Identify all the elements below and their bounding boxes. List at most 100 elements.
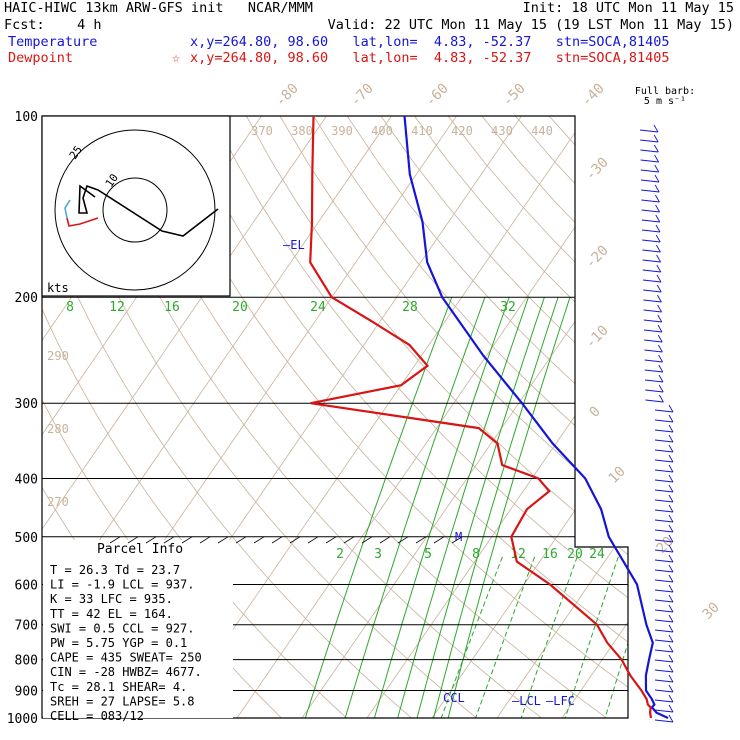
parcel-info-row: K = 33 LFC = 935. (50, 592, 173, 606)
wind-barb-flag (653, 134, 659, 143)
wind-barb-staff (640, 169, 659, 173)
wind-barb-flag (656, 244, 661, 253)
wind-barb-flag (668, 714, 674, 723)
hodograph-ring-10 (102, 177, 168, 243)
isotherm-label: 30 (700, 600, 723, 623)
dry-adiabat-line (616, 116, 628, 718)
header-title: HAIC-HIWC 13km ARW-GFS init NCAR/MMM (4, 0, 313, 16)
wind-barb-flag (655, 194, 660, 203)
wind-barb-flag (668, 524, 674, 533)
parcel-info-row: CELL = 083/12 (50, 709, 144, 723)
dry-adiabat-line (481, 116, 628, 718)
isotherm-label: -70 (348, 81, 377, 110)
isotherm-line (366, 116, 628, 718)
isotherm-label: -30 (583, 155, 612, 184)
lcl-marker: —LCL (512, 694, 541, 708)
plot-border (41, 115, 629, 719)
mixing-ratio-dashed-line (440, 556, 503, 718)
mixing-ratio-label: 24 (310, 300, 326, 315)
wind-barb-staff (641, 189, 660, 193)
wind-barb-staff (654, 619, 674, 623)
mixing-ratio-label: 16 (542, 547, 558, 562)
theta-label: 290 (47, 349, 69, 363)
lfc-marker: —LFC (546, 694, 575, 708)
mixing-ratio-line (304, 297, 453, 718)
dry-adiabat-line (650, 116, 740, 718)
ccl-marker: CCL (443, 691, 465, 705)
wind-barb-flag (655, 234, 661, 243)
wind-barb-flag (668, 424, 674, 433)
wind-barb-flag (658, 364, 664, 373)
wind-barb-staff (654, 719, 674, 723)
mixing-ratio-label: 24 (589, 547, 605, 562)
wind-barb-staff (640, 139, 659, 143)
wind-barb-staff (654, 429, 674, 433)
wind-barb-flag (658, 344, 663, 353)
wind-barb-staff (654, 629, 674, 633)
temperature-profile (403, 115, 669, 719)
isotherm-label: -20 (583, 243, 612, 272)
dry-adiabat-line (279, 116, 628, 718)
wind-barb-flag (668, 684, 674, 693)
wind-barb-flag (668, 554, 674, 563)
wind-barb-staff (642, 249, 661, 253)
freezing-hatch (109, 536, 121, 544)
dry-adiabat-line (582, 116, 628, 718)
theta-label: 280 (47, 422, 69, 436)
wind-barb-staff (640, 149, 659, 153)
wind-barb-flag (668, 534, 674, 543)
wind-barb-flag (668, 654, 674, 663)
wind-barb-flag (654, 174, 660, 183)
wind-barb-staff (643, 289, 662, 293)
mixing-ratio-label: 12 (510, 547, 526, 562)
wind-barb-staff (641, 229, 661, 233)
wind-barb-staff (654, 569, 674, 573)
wind-barb-staff (645, 389, 664, 393)
theta-label: 410 (411, 124, 433, 138)
pressure-tick-label: 100 (15, 110, 38, 125)
isotherm-label: -50 (500, 81, 529, 110)
wind-barb-staff (643, 319, 662, 323)
wind-barb-staff (644, 359, 663, 363)
isotherm-label: -80 (273, 81, 302, 110)
freezing-hatch (199, 536, 211, 544)
freezing-hatch (271, 536, 283, 544)
dry-adiabat-line (111, 116, 607, 718)
wind-barb-staff (643, 329, 663, 333)
wind-barb-staff (654, 679, 674, 683)
freezing-hatch (325, 536, 337, 544)
wind-barb-flag (668, 664, 674, 673)
wind-barb-staff (645, 399, 664, 403)
wind-barb-staff (640, 159, 659, 163)
wind-barb-flag (658, 354, 663, 363)
isotherm-line (561, 116, 628, 718)
parcel-info-row: TT = 42 EL = 164. (50, 607, 173, 621)
pressure-tick-label: 500 (15, 531, 38, 546)
isotherm-line (431, 116, 628, 718)
theta-label: 400 (371, 124, 393, 138)
wind-barb-staff (654, 589, 674, 593)
wind-barb-staff (654, 699, 674, 703)
wind-barb-flag (668, 624, 674, 633)
mixing-ratio-dashed-line (475, 556, 536, 718)
freezing-hatch (343, 536, 355, 544)
dry-adiabat-line (44, 116, 477, 718)
isotherm-line (42, 116, 327, 718)
freezing-hatch (379, 536, 391, 544)
dewpoint-location-info: x,y=264.80, 98.60 lat,lon= 4.83, -52.37 … (190, 50, 670, 66)
wind-barb-staff (644, 379, 664, 383)
hodograph-frame (41, 115, 231, 297)
wind-barb-flag (668, 494, 674, 503)
parcel-info-row: PW = 5.75 YGP = 0.1 (50, 636, 187, 650)
wind-barb-flag (654, 154, 659, 163)
isotherm-label: -40 (579, 81, 608, 110)
temperature-label: Temperature (8, 34, 98, 50)
wind-barb-staff (654, 669, 674, 673)
freezing-hatch (361, 536, 373, 544)
freezing-hatch (253, 536, 265, 544)
wind-barb-staff (641, 209, 660, 213)
pressure-tick-label: 300 (15, 397, 38, 412)
mixing-ratio-dashed-line (677, 557, 722, 718)
theta-label: 380 (291, 124, 313, 138)
